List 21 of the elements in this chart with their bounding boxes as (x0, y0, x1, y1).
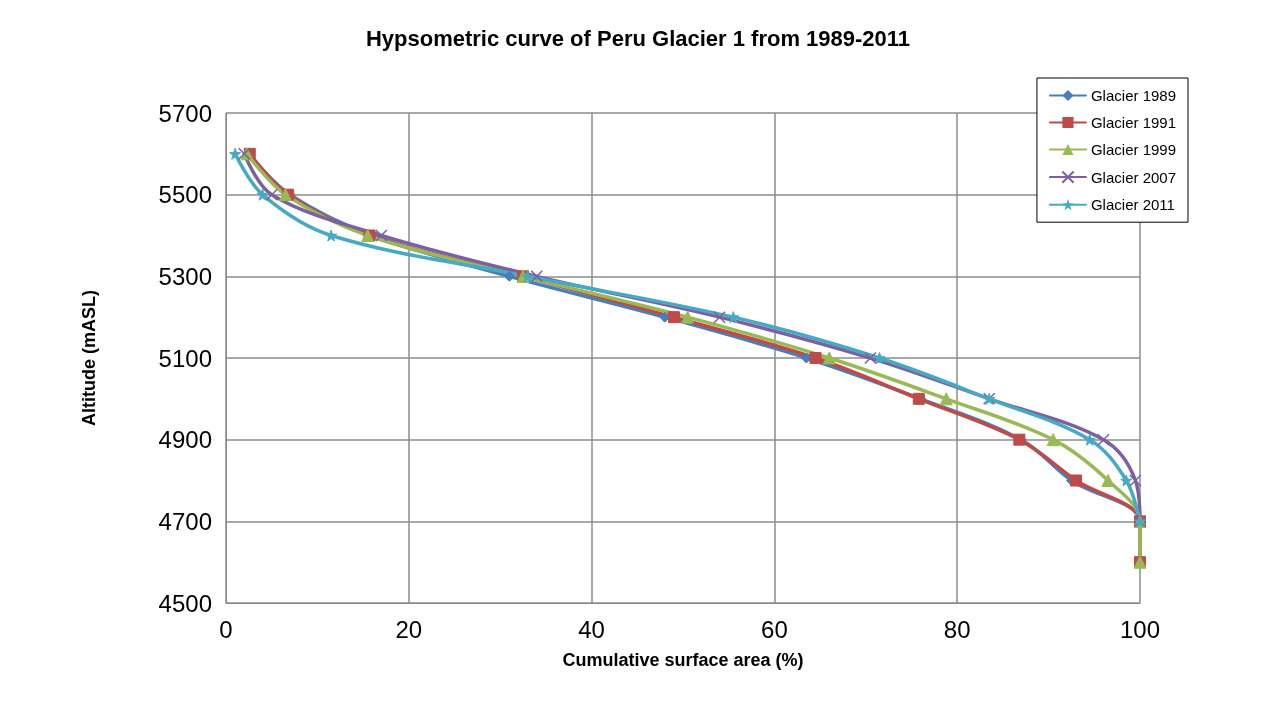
chart-title: Hypsometric curve of Peru Glacier 1 from 1989-2011 (365, 25, 911, 51)
y-tick-label: 5100 (158, 344, 212, 372)
y-tick-label: 4700 (158, 507, 212, 535)
x-tick-label: 40 (578, 615, 605, 643)
y-tick-label: 5300 (158, 262, 212, 290)
y-tick-label: 5500 (158, 181, 212, 209)
y-axis-title: Altitude (mASL) (79, 290, 99, 426)
x-tick-label: 80 (943, 615, 971, 643)
legend-label: Glacier 1999 (1090, 141, 1177, 158)
x-tick-label: 100 (1119, 615, 1161, 643)
y-tick-label: 4900 (158, 426, 212, 454)
legend-label: Glacier 2011 (1090, 196, 1175, 214)
x-tick-label: 60 (761, 615, 788, 643)
legend-label: Glacier 1989 (1090, 87, 1177, 104)
y-tick-label: 4500 (158, 589, 212, 617)
legend-label: Glacier 1991 (1090, 114, 1177, 131)
x-tick-label: 20 (395, 615, 423, 643)
y-tick-label: 5700 (158, 99, 212, 127)
x-axis-title: Cumulative surface area (%) (562, 650, 804, 670)
x-tick-label: 0 (219, 615, 233, 643)
legend-label: Glacier 2007 (1090, 168, 1177, 186)
